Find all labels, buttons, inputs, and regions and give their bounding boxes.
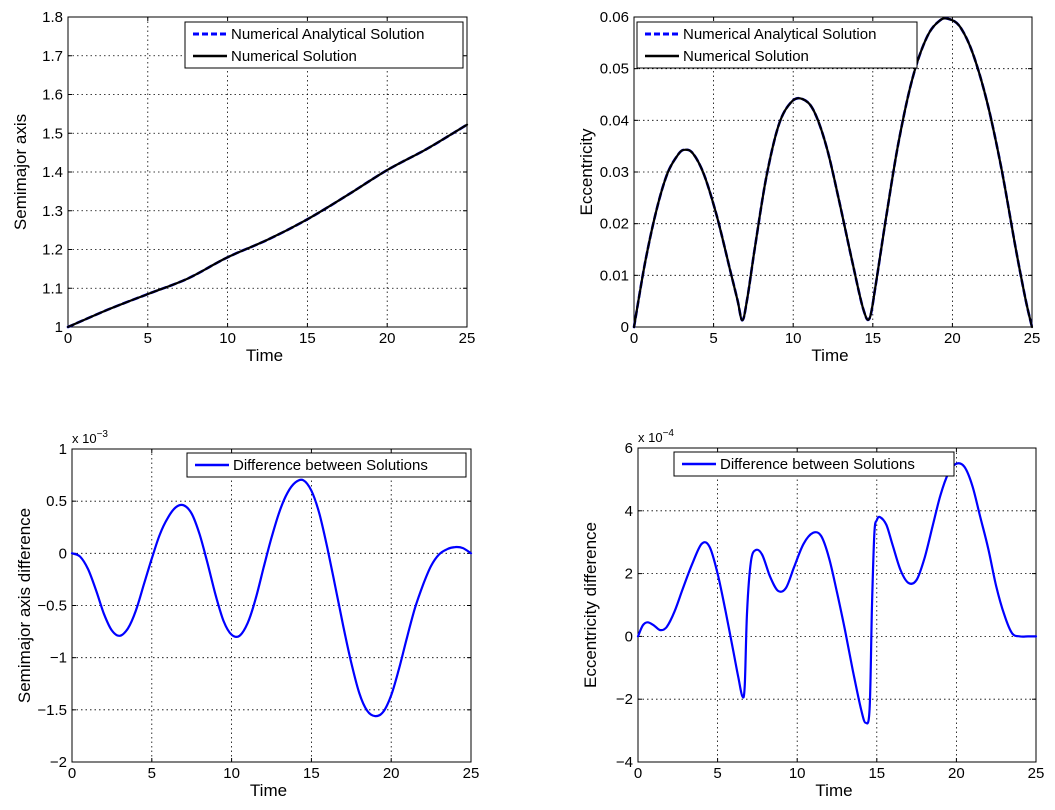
y-axis-label: Eccentricity difference — [581, 522, 600, 688]
y-tick-label: −0.5 — [37, 598, 67, 615]
legend-box — [636, 21, 918, 69]
x-tick-label: 5 — [713, 765, 721, 782]
chart-semimajor-diff: 0 5 10 15 20 25 −2 −1.5 −1 −0.5 0 0.5 1 x 10−3 Time Sem… — [15, 429, 479, 800]
x-tick-label: 5 — [709, 330, 717, 347]
y-tick-label: 6 — [625, 440, 633, 457]
y-tick-label: 1.1 — [42, 280, 63, 297]
legend-entry: Numerical Analytical Solution — [231, 26, 424, 43]
y-tick-label: −2 — [50, 754, 67, 771]
x-tick-label: 25 — [1028, 765, 1045, 782]
x-tick-label: 0 — [68, 765, 76, 782]
legend: Difference between Solutions — [186, 452, 467, 478]
x-tick-label: 5 — [144, 330, 152, 347]
y-tick-label: 0 — [59, 545, 67, 562]
x-axis-label: Time — [811, 346, 848, 365]
x-tick-label: 20 — [383, 765, 400, 782]
x-tick-label: 10 — [219, 330, 236, 347]
x-axis-label: Time — [250, 781, 287, 800]
x-tick-label: 5 — [148, 765, 156, 782]
y-tick-label: 1.6 — [42, 87, 63, 104]
series-line-numerical-analytical-solution — [66, 123, 469, 329]
series-line-difference-between-solutions — [636, 462, 1038, 725]
axis-multiplier-base: x 10 — [638, 430, 663, 445]
legend-entry: Numerical Analytical Solution — [683, 26, 876, 43]
axes-box — [637, 447, 1037, 763]
legend: Numerical Analytical Solution Numerical S… — [636, 21, 918, 69]
y-tick-label: 0.06 — [600, 9, 629, 26]
y-axis-label: Semimajor axis difference — [15, 508, 34, 703]
x-axis-label: Time — [246, 346, 283, 365]
x-tick-label: 15 — [864, 330, 881, 347]
x-tick-label: 20 — [944, 330, 961, 347]
y-tick-label: 1.5 — [42, 125, 63, 142]
series-line-numerical-solution — [632, 17, 1034, 329]
legend: Numerical Analytical Solution Numerical S… — [184, 21, 464, 69]
x-tick-label: 25 — [1024, 330, 1041, 347]
x-tick-label: 25 — [463, 765, 480, 782]
series-line-numerical-solution — [66, 123, 469, 329]
x-axis-label: Time — [815, 781, 852, 800]
x-tick-label: 10 — [223, 765, 240, 782]
y-tick-label: 1 — [59, 441, 67, 458]
axis-multiplier: x 10−4 — [638, 428, 674, 445]
y-tick-label: 1 — [55, 319, 63, 336]
y-tick-label: 1.4 — [42, 164, 63, 181]
x-tick-label: 20 — [379, 330, 396, 347]
x-tick-label: 10 — [789, 765, 806, 782]
x-tick-label: 15 — [303, 765, 320, 782]
y-tick-label: −1 — [50, 650, 67, 667]
y-axis-label: Eccentricity — [577, 128, 596, 215]
legend-entry: Numerical Solution — [683, 48, 809, 65]
y-tick-label: 0.5 — [46, 493, 67, 510]
y-tick-label: 1.3 — [42, 203, 63, 220]
y-axis-label: Semimajor axis — [11, 114, 30, 230]
axis-multiplier-exponent: −4 — [663, 428, 675, 439]
x-tick-label: 20 — [948, 765, 965, 782]
y-tick-label: 0 — [625, 628, 633, 645]
legend: Difference between Solutions — [673, 451, 955, 477]
y-tick-label: 0.04 — [600, 112, 629, 129]
axis-multiplier-exponent: −3 — [97, 429, 109, 440]
x-tick-label: 25 — [459, 330, 476, 347]
y-tick-label: 1.7 — [42, 48, 63, 65]
y-tick-label: 0.03 — [600, 164, 629, 181]
y-tick-label: −1.5 — [37, 702, 67, 719]
y-tick-label: −2 — [616, 691, 633, 708]
legend-box — [673, 451, 955, 477]
legend-entry: Numerical Solution — [231, 48, 357, 65]
legend-box — [186, 452, 467, 478]
chart-semimajor: 0 5 10 15 20 25 1 1.1 1.2 1.3 1.4 1.5 1.6 1.7 1.8 Time S… — [11, 9, 475, 365]
x-tick-label: 15 — [299, 330, 316, 347]
x-tick-label: 10 — [785, 330, 802, 347]
series-line-difference-between-solutions — [70, 478, 473, 718]
x-tick-label: 0 — [64, 330, 72, 347]
chart-eccentricity: 0 5 10 15 20 25 0 0.01 0.02 0.03 0.04 0.05 0.06 Time E… — [577, 9, 1040, 365]
y-tick-label: 0.05 — [600, 61, 629, 78]
y-tick-label: 4 — [625, 503, 633, 520]
y-tick-label: 0 — [621, 319, 629, 336]
axis-multiplier-base: x 10 — [72, 431, 97, 446]
x-tick-label: 0 — [630, 330, 638, 347]
y-tick-label: 0.02 — [600, 216, 629, 233]
x-tick-label: 15 — [868, 765, 885, 782]
y-tick-label: −4 — [616, 754, 633, 771]
y-tick-label: 0.01 — [600, 267, 629, 284]
y-tick-label: 1.2 — [42, 242, 63, 259]
legend-box — [184, 21, 464, 69]
x-tick-label: 0 — [634, 765, 642, 782]
legend-entry: Difference between Solutions — [720, 456, 915, 473]
legend-entry: Difference between Solutions — [233, 457, 428, 474]
y-tick-label: 1.8 — [42, 9, 63, 26]
y-tick-label: 2 — [625, 566, 633, 583]
axis-multiplier: x 10−3 — [72, 429, 108, 446]
